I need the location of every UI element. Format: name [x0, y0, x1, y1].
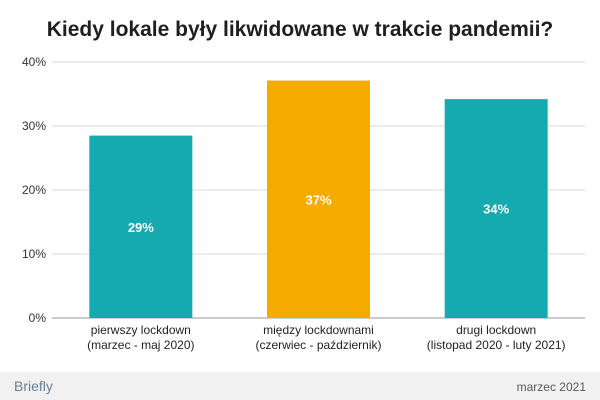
bar [89, 135, 193, 318]
y-tick-label: 10% [22, 247, 46, 261]
y-tick-label: 40% [22, 55, 46, 69]
data-label: 34% [483, 202, 509, 217]
x-tick-label: (marzec - maj 2020) [87, 338, 194, 352]
x-tick-label: między lockdownami [263, 323, 374, 337]
brand-logo: Briefly [14, 378, 53, 394]
x-tick-label: drugi lockdown [456, 323, 536, 337]
x-tick-label: (czerwiec - październik) [255, 338, 381, 352]
data-label: 37% [305, 192, 331, 207]
data-label: 29% [128, 220, 154, 235]
y-tick-label: 20% [22, 183, 46, 197]
footer-bar: Briefly marzec 2021 [0, 372, 600, 400]
chart-title: Kiedy lokale były likwidowane w trakcie … [46, 18, 554, 41]
footer-date: marzec 2021 [516, 380, 586, 394]
x-tick-label: (listopad 2020 - luty 2021) [427, 338, 566, 352]
x-tick-label: pierwszy lockdown [91, 323, 191, 337]
y-tick-label: 0% [29, 311, 47, 325]
bar [444, 99, 548, 319]
bar [267, 80, 370, 318]
bar-chart: 0% 10% 20% 30% 40% 29% pierwszy lockdown(marze… [22, 55, 585, 352]
y-tick-label: 30% [22, 119, 46, 133]
